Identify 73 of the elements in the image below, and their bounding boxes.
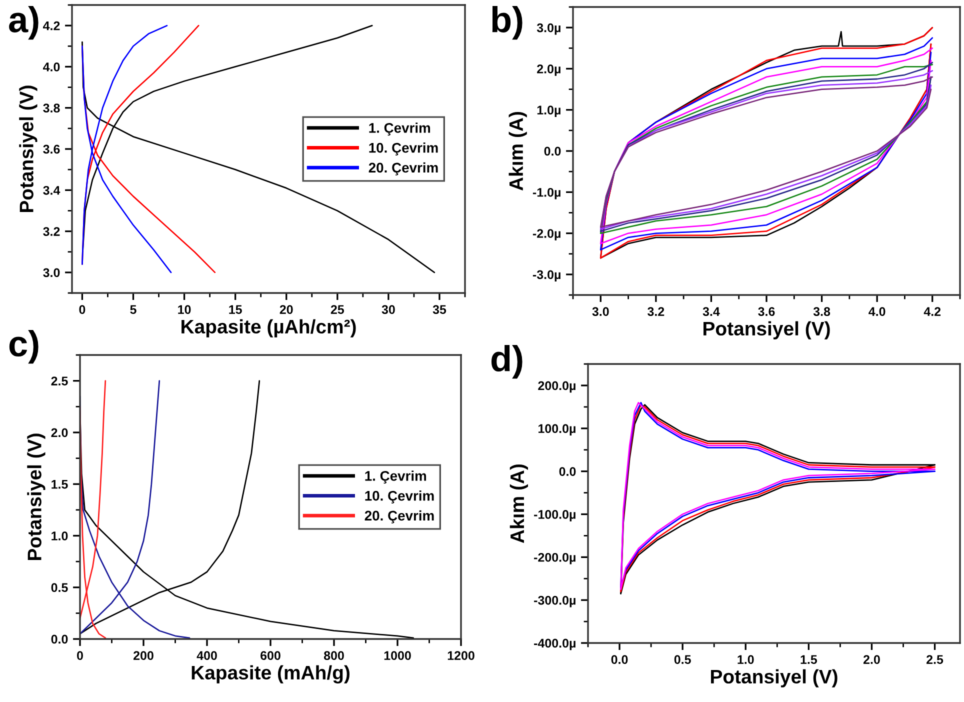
x-tick-label: 600	[260, 651, 280, 660]
x-tick-label: 10	[178, 305, 191, 314]
x-axis-title: Potansiyel (V)	[711, 669, 838, 688]
y-tick-label: 2.0	[51, 428, 68, 438]
legend-label: 1. Çevrim	[369, 122, 430, 136]
x-tick-label: 0	[79, 305, 86, 314]
y-tick-label: -1.0µ	[532, 188, 560, 200]
x-tick-label: 3.2	[648, 307, 664, 316]
y-tick-label: 200.0µ	[538, 381, 576, 393]
y-tick-label: 4.2	[43, 21, 60, 30]
x-tick-label: 3.8	[813, 307, 830, 316]
y-tick-label: 3.0	[43, 268, 60, 278]
x-tick-label: 2.0	[863, 655, 880, 664]
legend-label: 10. Çevrim	[365, 490, 434, 504]
x-tick-label: 400	[196, 651, 217, 660]
x-tick-label: 20	[280, 305, 293, 314]
y-tick-label: -400.0µ	[534, 638, 576, 650]
y-tick-label: -100.0µ	[534, 510, 576, 522]
y-axis-title: Potansiyel (V)	[19, 86, 38, 212]
y-tick-label: 2.0µ	[537, 64, 560, 76]
y-tick-label: 1.0µ	[537, 106, 560, 117]
y-tick-label: -200.0µ	[534, 552, 576, 564]
y-tick-label: -300.0µ	[534, 596, 576, 608]
y-tick-label: 0.0	[559, 467, 576, 476]
x-tick-label: 1.0	[738, 655, 754, 664]
y-tick-label: 0.5	[51, 583, 68, 592]
x-tick-label: 200	[134, 651, 154, 660]
y-tick-label: -3.0µ	[532, 270, 560, 282]
x-tick-label: 0	[77, 651, 83, 660]
y-tick-label: 3.6	[43, 144, 60, 154]
x-tick-label: 0.0	[611, 655, 628, 664]
y-tick-label: 3.2	[43, 227, 60, 236]
x-axis-title: Kapasite (mAh/g)	[192, 665, 350, 684]
y-axis-title: Potansiyel (V)	[27, 434, 46, 560]
x-tick-label: 35	[432, 305, 446, 314]
legend-label: 20. Çevrim	[368, 162, 438, 176]
x-tick-label: 4.0	[868, 307, 886, 316]
x-tick-label: 1.5	[800, 655, 818, 664]
x-tick-label: 800	[324, 651, 344, 660]
y-axis-title: Akım (A)	[508, 112, 527, 190]
x-tick-label: 5	[130, 305, 136, 314]
y-tick-label: 1.0	[52, 532, 68, 540]
legend-label: 1. Çevrim	[365, 470, 426, 484]
x-tick-label: 30	[382, 305, 395, 314]
x-tick-label: 3.6	[758, 307, 775, 316]
x-tick-label: 25	[330, 305, 344, 314]
y-tick-label: 100.0µ	[538, 424, 576, 436]
chart-title: c)	[9, 330, 38, 364]
x-tick-label: 0.5	[674, 655, 691, 664]
x-tick-label: 4.2	[924, 307, 941, 316]
x-axis-title: Potansiyel (V)	[704, 321, 830, 340]
x-tick-label: 15	[229, 305, 242, 314]
x-tick-label: 3.4	[702, 307, 720, 316]
legend-label: 20. Çevrim	[364, 510, 434, 524]
y-tick-label: 0.0	[51, 634, 68, 644]
chart-title: d)	[491, 345, 522, 379]
y-tick-label: 2.5	[51, 376, 68, 386]
x-axis-title: Kapasite (µAh/cm²)	[182, 319, 356, 338]
chart-title: a)	[9, 6, 38, 40]
y-tick-label: 3.0µ	[536, 23, 560, 35]
x-tick-label: 1200	[448, 651, 474, 660]
y-tick-label: -2.0µ	[532, 229, 560, 240]
y-tick-label: 0.0	[544, 146, 561, 156]
x-tick-label: 1000	[384, 651, 411, 660]
y-axis-title: Akım (A)	[510, 464, 528, 543]
legend-label: 10. Çevrim	[369, 142, 438, 156]
y-tick-label: 1.5	[52, 480, 68, 489]
x-tick-label: 3.0	[592, 307, 609, 316]
y-tick-label: 3.8	[43, 104, 60, 113]
y-tick-label: 4.0	[43, 62, 60, 72]
chart-title: b)	[492, 6, 522, 40]
x-tick-label: 2.5	[926, 655, 944, 664]
y-tick-label: 3.4	[43, 186, 60, 195]
